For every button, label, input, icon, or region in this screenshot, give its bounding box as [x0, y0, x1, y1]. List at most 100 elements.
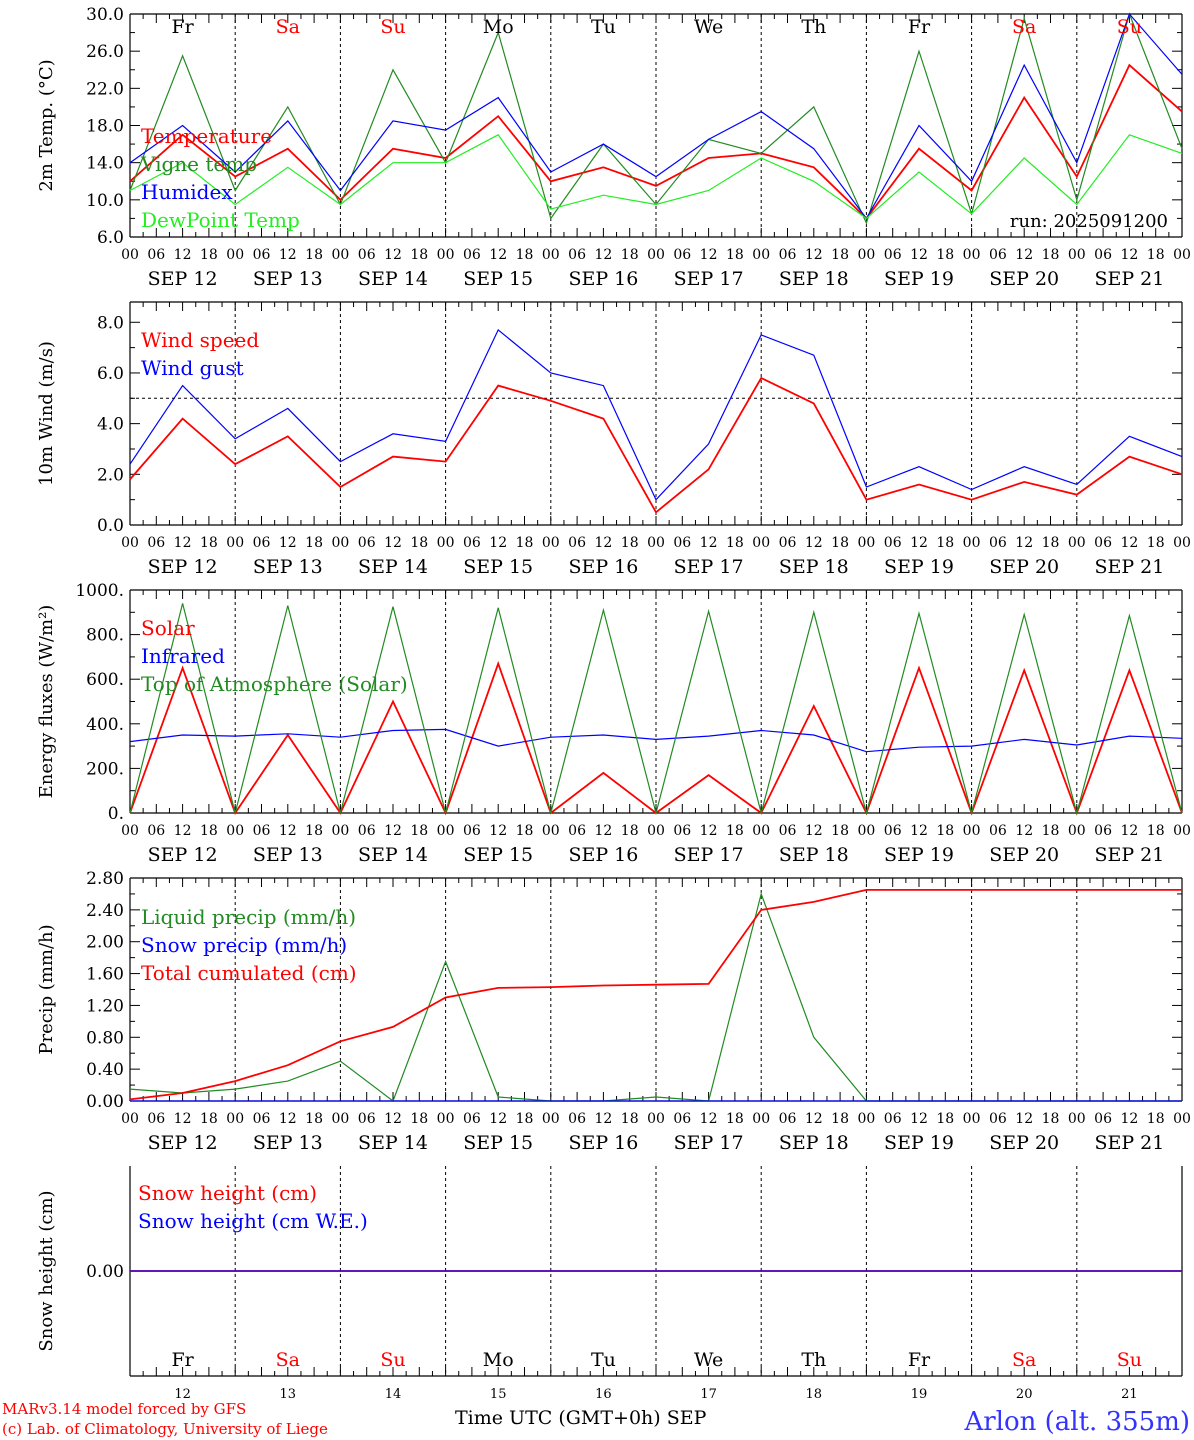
date-label: SEP 12 — [148, 556, 218, 578]
legend-entry: Total cumulated (cm) — [141, 961, 357, 985]
legend-entry: Wind speed — [141, 328, 259, 352]
hour-label: 18 — [516, 535, 534, 551]
hour-label: 00 — [542, 535, 560, 551]
hour-label: 18 — [936, 1111, 954, 1127]
hour-label: 00 — [331, 1111, 349, 1127]
hour-label: 12 — [1120, 535, 1138, 551]
hour-label: 06 — [358, 535, 376, 551]
day-abbr: We — [694, 1349, 723, 1371]
day-number: 17 — [700, 1387, 717, 1402]
hour-label: 12 — [1015, 535, 1033, 551]
date-label: SEP 12 — [148, 844, 218, 866]
hour-label: 12 — [279, 1111, 297, 1127]
legend-entry: Temperature — [141, 124, 272, 148]
y-tick-label: 22.0 — [86, 79, 124, 99]
legend-entry: Wind gust — [141, 356, 244, 380]
hour-label: 18 — [305, 1111, 323, 1127]
day-number: 13 — [280, 1387, 297, 1402]
day-abbr: Th — [801, 1349, 826, 1371]
series-line — [129, 728, 1183, 753]
hour-label: 18 — [200, 535, 218, 551]
hour-label: 06 — [1094, 247, 1112, 263]
date-label: SEP 14 — [358, 1132, 428, 1154]
day-abbr: Sa — [1012, 16, 1036, 38]
hour-label: 06 — [989, 1111, 1007, 1127]
hour-label: 12 — [384, 247, 402, 263]
hour-label: 18 — [1042, 1111, 1060, 1127]
hour-label: 12 — [174, 535, 192, 551]
panel-5: 0.00 Snow height (cm) Snow height (cm) Snow… — [36, 1166, 1183, 1402]
date-label: SEP 13 — [253, 1132, 323, 1154]
hour-label: 18 — [410, 823, 428, 839]
date-label: SEP 20 — [989, 844, 1059, 866]
hour-label: 06 — [989, 247, 1007, 263]
hour-label: 18 — [410, 535, 428, 551]
hour-label: 06 — [147, 1111, 165, 1127]
footer-model-line: MARv3.14 model forced by GFS — [2, 1400, 246, 1418]
hour-label: 00 — [437, 535, 455, 551]
hour-label: 00 — [857, 1111, 875, 1127]
hour-label: 12 — [279, 247, 297, 263]
hour-label: 12 — [910, 535, 928, 551]
hour-label: 12 — [700, 823, 718, 839]
day-abbr: Su — [1117, 16, 1142, 38]
hour-label: 00 — [963, 247, 981, 263]
day-number: 18 — [806, 1387, 823, 1402]
hour-label: 00 — [1173, 247, 1191, 263]
day-abbr: Tu — [591, 1349, 616, 1371]
hour-label: 12 — [594, 247, 612, 263]
hour-label: 06 — [989, 823, 1007, 839]
hour-label: 06 — [463, 247, 481, 263]
hour-label: 12 — [384, 823, 402, 839]
panel-1: 6.0 10.0 14.0 18.0 22.0 26.0 30.0 2m Temp. (°C)… — [36, 5, 1191, 290]
hour-label: 06 — [673, 535, 691, 551]
hour-label: 06 — [147, 247, 165, 263]
hour-label: 06 — [673, 823, 691, 839]
y-tick-label: 600. — [86, 670, 124, 690]
date-label: SEP 20 — [989, 268, 1059, 290]
hour-label: 18 — [831, 1111, 849, 1127]
series-line — [129, 889, 1182, 1101]
day-number: 20 — [1016, 1387, 1033, 1402]
date-label: SEP 14 — [358, 556, 428, 578]
hour-label: 12 — [910, 1111, 928, 1127]
hour-label: 06 — [568, 823, 586, 839]
hour-label: 06 — [568, 1111, 586, 1127]
date-label: SEP 19 — [884, 844, 954, 866]
legend-entry: Top of Atmosphere (Solar) — [141, 672, 408, 696]
x-axis-title: Time UTC (GMT+0h) SEP — [455, 1407, 707, 1429]
hour-label: 06 — [253, 535, 271, 551]
hour-label: 12 — [805, 1111, 823, 1127]
hour-label: 00 — [1173, 823, 1191, 839]
day-abbr: Fr — [171, 1349, 194, 1371]
hour-label: 18 — [1042, 535, 1060, 551]
date-label: SEP 21 — [1094, 556, 1164, 578]
hour-label: 12 — [174, 247, 192, 263]
day-number: 19 — [911, 1387, 928, 1402]
day-abbr: Fr — [908, 16, 931, 38]
hour-label: 06 — [147, 823, 165, 839]
hour-label: 18 — [1042, 247, 1060, 263]
hour-label: 06 — [253, 247, 271, 263]
hour-label: 00 — [121, 247, 139, 263]
hour-label: 12 — [384, 1111, 402, 1127]
y-tick-label: 2.40 — [86, 901, 124, 921]
y-tick-label: 2.0 — [97, 465, 124, 485]
hour-label: 06 — [884, 823, 902, 839]
hour-label: 18 — [621, 823, 639, 839]
station-label: Arlon (alt. 355m) — [963, 1407, 1190, 1437]
legend-entry: Solar — [141, 616, 195, 640]
hour-label: 00 — [963, 535, 981, 551]
day-abbr: Sa — [1012, 1349, 1036, 1371]
hour-label: 18 — [1147, 247, 1165, 263]
hour-label: 12 — [1015, 823, 1033, 839]
date-label: SEP 14 — [358, 844, 428, 866]
hour-label: 18 — [516, 1111, 534, 1127]
y-tick-label: 26.0 — [86, 42, 124, 62]
y-tick-label: 0.00 — [86, 1262, 124, 1282]
hour-label: 18 — [305, 535, 323, 551]
run-annotation: run: 2025091200 — [1010, 211, 1168, 232]
hour-label: 06 — [463, 823, 481, 839]
footer-credit-line: (c) Lab. of Climatology, University of L… — [2, 1420, 328, 1438]
